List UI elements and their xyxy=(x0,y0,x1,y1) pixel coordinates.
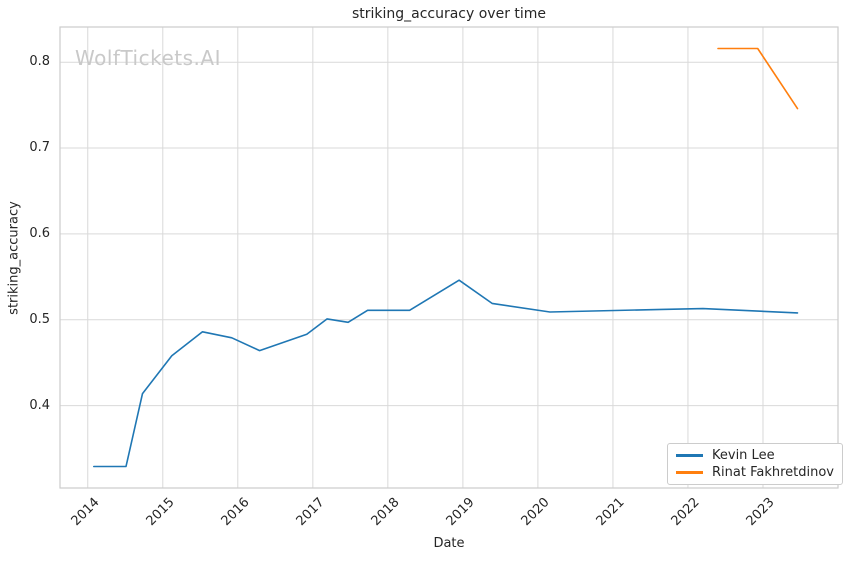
y-tick-label: 0.5 xyxy=(29,311,50,327)
legend-item: Kevin Lee xyxy=(676,447,834,464)
y-tick-label: 0.4 xyxy=(29,397,50,413)
legend-line-swatch xyxy=(676,454,703,457)
y-tick-label: 0.6 xyxy=(29,225,50,241)
legend: Kevin Lee Rinat Fakhretdinov xyxy=(667,443,844,485)
chart-title: striking_accuracy over time xyxy=(351,6,547,22)
y-tick-label: 0.8 xyxy=(29,54,50,70)
series-line xyxy=(93,279,799,468)
y-axis-label: striking_accuracy xyxy=(6,201,22,315)
legend-label: Kevin Lee xyxy=(712,448,775,463)
x-axis-label: Date xyxy=(433,536,465,551)
series-line xyxy=(717,47,799,110)
watermark: WolfTickets.AI xyxy=(75,46,221,70)
plot-border xyxy=(59,26,839,489)
legend-item: Rinat Fakhretdinov xyxy=(676,464,834,481)
legend-line-swatch xyxy=(676,471,703,474)
y-tick-label: 0.7 xyxy=(29,140,50,156)
legend-label: Rinat Fakhretdinov xyxy=(712,465,835,480)
